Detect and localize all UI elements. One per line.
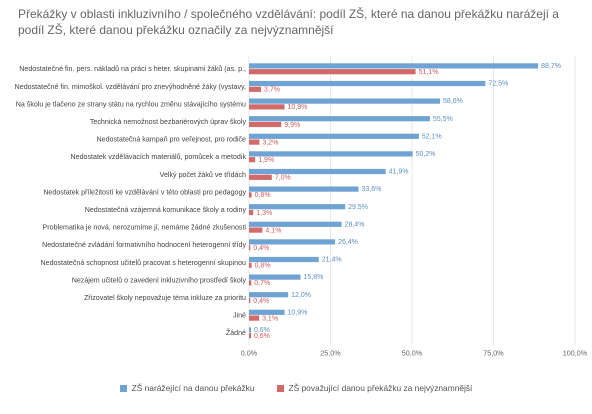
data-label-series-2: 3,7%	[264, 87, 280, 94]
bar-series-1	[249, 204, 346, 210]
legend-swatch-red	[276, 384, 284, 392]
bar-series-1	[249, 168, 386, 175]
legend-label-series-2: ZŠ považující danou překážku za nejvýzna…	[288, 383, 473, 393]
category-label: Technická nemožnost bezbariérových úprav…	[90, 118, 247, 126]
data-label-series-2: 51,1%	[419, 69, 439, 76]
data-label-series-1: 10,9%	[288, 309, 308, 316]
bar-series-2	[249, 209, 254, 216]
bar-series-2	[249, 333, 251, 339]
data-label-series-1: 26,4%	[338, 239, 358, 246]
data-label-series-2: 0,8%	[255, 192, 271, 199]
bar-series-1	[249, 256, 319, 263]
data-label-series-2: 3,1%	[262, 315, 278, 322]
bar-series-2	[249, 139, 260, 145]
data-label-series-1: 12,0%	[291, 292, 311, 299]
category-label: Nezájem učitelů o zavedení inkluzivního …	[72, 276, 247, 284]
data-label-series-2: 0,6%	[254, 333, 270, 340]
data-label-series-2: 4,1%	[265, 227, 281, 234]
bar-series-1	[249, 133, 419, 139]
grid-layer	[248, 56, 576, 346]
x-tick-label: 25,0%	[320, 349, 341, 358]
category-label: Nedostatečné zvládání formativního hodno…	[42, 241, 246, 249]
bar-series-1	[249, 98, 441, 104]
data-label-series-2: 1,9%	[258, 157, 274, 164]
bar-series-1	[249, 63, 539, 69]
bar-series-1	[249, 327, 251, 333]
category-label: Nedostatečné fin. pers. nákladů na práci…	[19, 65, 246, 73]
bar-series-2	[249, 157, 256, 163]
data-label-series-2: 9,9%	[284, 122, 300, 129]
bar-series-1	[249, 80, 486, 87]
legend: ZŠ narážející na danou překážku ZŠ považ…	[0, 383, 592, 393]
data-label-series-1: 29,5%	[348, 204, 368, 211]
category-label: Nedostatek příležitostí ke vzdělávání v …	[43, 188, 246, 196]
data-label-series-2: 0,4%	[253, 245, 269, 252]
bar-series-2	[249, 174, 272, 180]
data-label-series-2: 3,2%	[262, 139, 278, 146]
data-label-series-2: 10,9%	[288, 104, 308, 111]
data-label-series-1: 0,6%	[254, 327, 270, 334]
bar-series-2	[249, 121, 282, 128]
bar-series-2	[249, 297, 251, 304]
bar-layer	[249, 63, 539, 339]
bar-series-2	[249, 192, 252, 198]
x-tick-label: 0,0%	[241, 349, 258, 358]
category-label: Velký počet žáků ve třídách	[160, 171, 246, 179]
chart-title: Překážky v oblasti inkluzivního / společ…	[18, 7, 559, 37]
x-tick-label: 75,0%	[483, 349, 504, 358]
bar-series-2	[249, 104, 285, 110]
data-label-series-2: 0,7%	[254, 280, 270, 287]
data-label-series-2: 0,8%	[255, 263, 271, 270]
data-label-series-1: 41,9%	[389, 169, 409, 176]
bar-series-2	[249, 245, 251, 251]
data-label-series-2: 0,4%	[253, 298, 269, 305]
category-label: Problematika je nová, nerozumíme jí, nem…	[43, 224, 247, 232]
legend-item-series-1: ZŠ narážející na danou překážku	[119, 383, 255, 393]
bar-series-1	[249, 116, 430, 122]
bar-series-2	[249, 69, 416, 75]
label-layer: 0,0% 25,0% 50,0% 75,0% 100,0% Nedostatečné fi…	[15, 63, 588, 358]
category-label: Nedostatečné fin. mimoškol. vzdělávání p…	[15, 83, 246, 91]
x-tick-label: 100,0%	[563, 349, 588, 358]
bar-series-1	[249, 309, 285, 315]
bar-series-2	[249, 227, 263, 233]
bar-series-1	[249, 292, 289, 298]
x-tick-label: 50,0%	[402, 349, 423, 358]
bar-series-1	[249, 221, 342, 227]
data-label-series-1: 72,5%	[488, 81, 508, 88]
category-label: Jiné	[233, 312, 246, 320]
category-label: Nedostatečná vzájemná komunikace školy a…	[85, 206, 247, 214]
data-label-series-1: 88,7%	[541, 63, 561, 70]
data-label-series-1: 58,6%	[443, 98, 463, 105]
data-label-series-2: 1,3%	[256, 210, 272, 217]
category-label: Nedostatečná schopnost učitelů pracovat …	[41, 259, 247, 267]
data-label-series-1: 55,5%	[433, 116, 453, 123]
bar-series-1	[249, 186, 359, 192]
data-label-series-1: 15,8%	[304, 274, 324, 281]
bar-series-1	[249, 274, 301, 280]
bar-series-2	[249, 315, 260, 321]
data-label-series-1: 28,4%	[345, 221, 365, 228]
category-label: Žádné	[226, 328, 246, 337]
category-label: Nedostatek vzdělávacích materiálů, pomůc…	[71, 153, 247, 161]
data-label-series-1: 50,2%	[416, 151, 436, 158]
legend-swatch-blue	[119, 384, 127, 392]
bar-series-2	[249, 280, 252, 286]
legend-item-series-2: ZŠ považující danou překážku za nejvýzna…	[276, 383, 473, 393]
legend-label-series-1: ZŠ narážející na danou překážku	[131, 383, 255, 393]
data-label-series-1: 21,4%	[322, 257, 342, 264]
bar-series-2	[249, 86, 262, 92]
data-label-series-1: 52,1%	[422, 133, 442, 140]
category-label: Nedostatečná kampaň pro veřejnost, pro r…	[97, 136, 247, 144]
data-label-series-2: 7,0%	[275, 175, 291, 182]
bar-series-1	[249, 151, 413, 157]
bar-series-2	[249, 262, 252, 268]
category-label: Na školu je tlačeno ze strany státu na r…	[16, 100, 246, 108]
category-label: Zřizovatel školy nepovažuje téma inkluze…	[84, 294, 246, 302]
data-label-series-1: 33,6%	[362, 186, 382, 193]
bar-series-1	[249, 239, 336, 245]
